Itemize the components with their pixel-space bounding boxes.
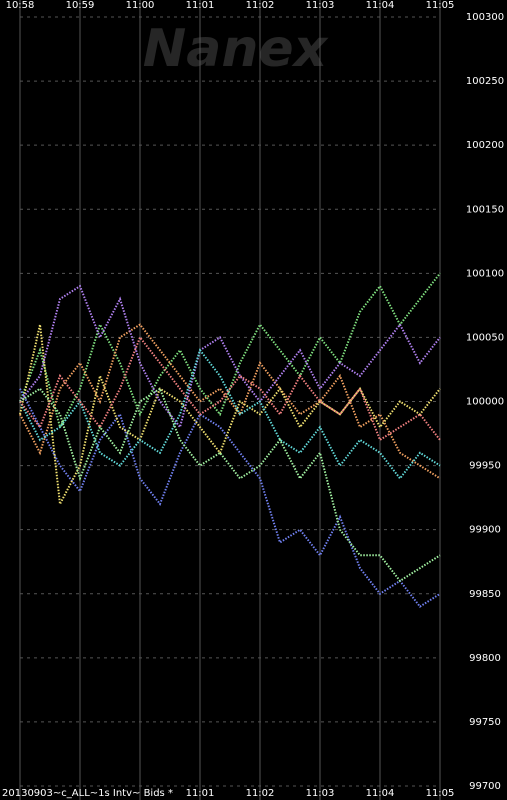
x-tick-label: 11:03 [306,0,335,11]
series-line [19,323,441,480]
x-tick-label: 11:01 [186,0,215,11]
series-line [19,388,441,608]
x-tick-label: 11:05 [426,0,455,11]
series-line [19,335,441,442]
x-tick-label: 11:04 [366,788,395,799]
y-tick-label: 99950 [469,461,501,472]
y-tick-label: 100000 [466,397,504,408]
y-tick-label: 100250 [466,76,504,87]
series-line [19,284,441,430]
x-tick-label: 11:05 [426,788,455,799]
y-tick-label: 100300 [466,12,504,23]
x-tick-label: 10:59 [66,0,95,11]
x-tick-label: 11:01 [186,788,215,799]
x-tick-label: 11:00 [126,0,155,11]
series-line [19,324,441,508]
footer-label: 20130903~c_ALL~1s Intv~ Bids * [2,788,173,799]
y-tick-label: 99900 [469,525,501,536]
x-tick-label: 10:58 [6,0,35,11]
series-line [19,348,441,481]
y-tick-label: 100150 [466,204,504,215]
watermark: Nanex [143,19,329,79]
series-line [19,387,441,583]
y-tick-label: 99850 [469,589,501,600]
y-tick-label: 99750 [469,717,501,728]
x-tick-label: 11:03 [306,788,335,799]
y-tick-label: 99700 [469,781,501,792]
y-tick-label: 99800 [469,653,501,664]
y-tick-label: 100100 [466,268,504,279]
x-tick-label: 11:02 [246,0,275,11]
y-tick-label: 100050 [466,332,504,343]
y-tick-label: 100200 [466,140,504,151]
x-tick-label: 11:04 [366,0,395,11]
x-tick-label: 11:02 [246,788,275,799]
